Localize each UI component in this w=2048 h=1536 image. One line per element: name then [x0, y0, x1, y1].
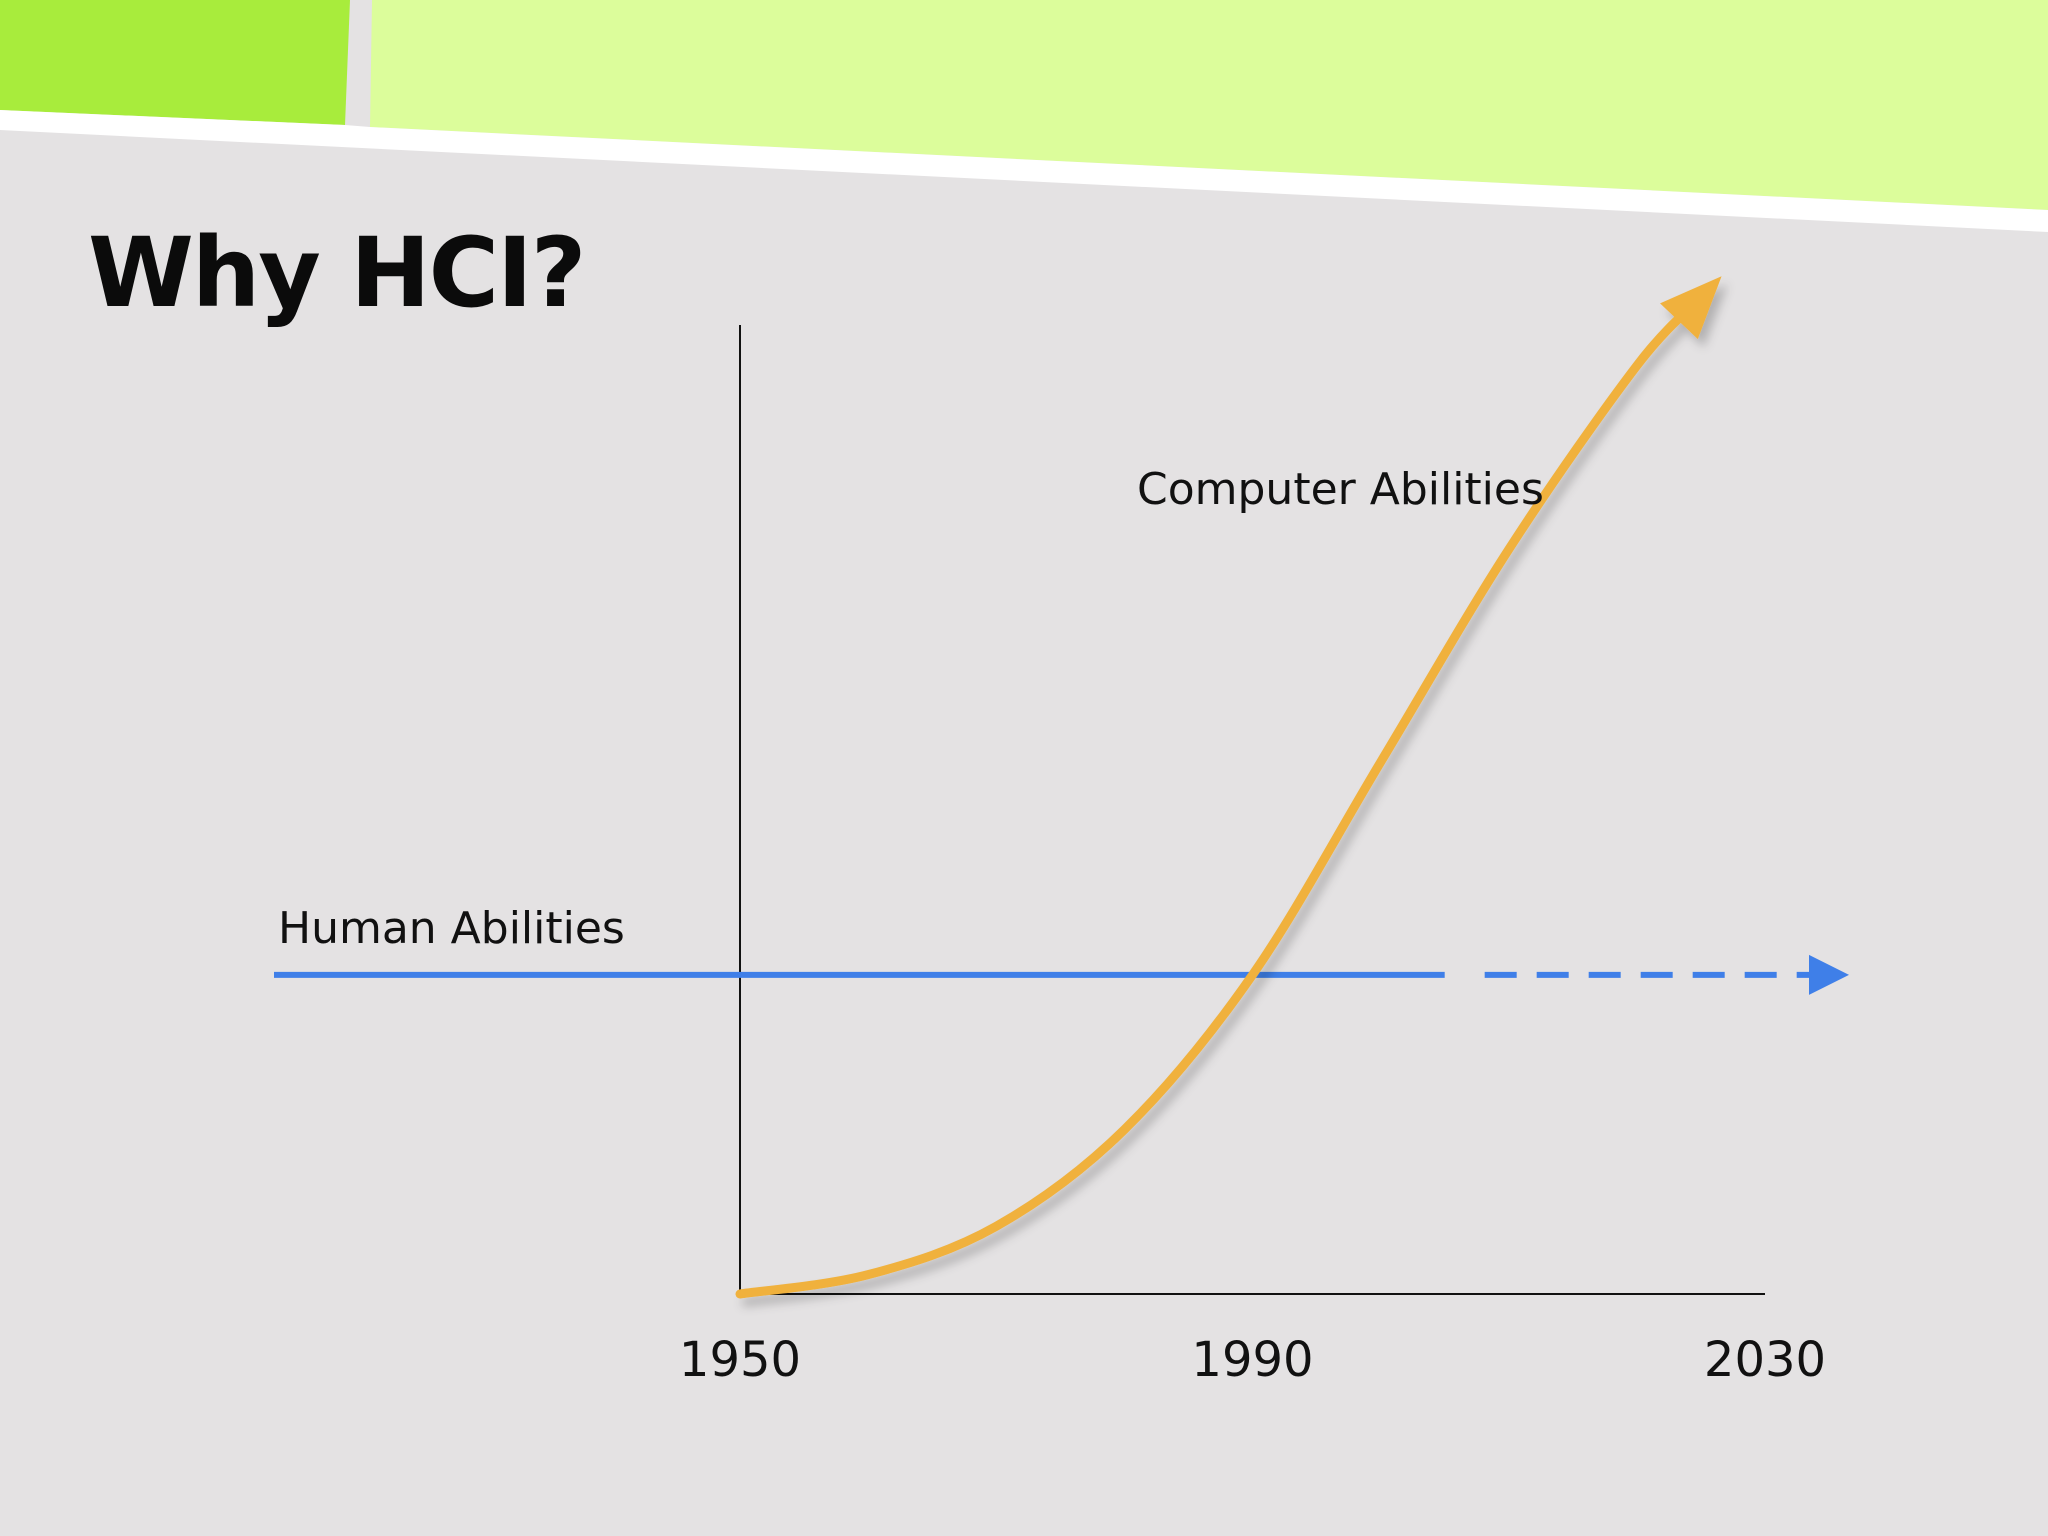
computer-abilities-curve [735, 293, 1706, 1299]
computer-abilities-label: Computer Abilities [1137, 464, 1544, 515]
human-abilities-label: Human Abilities [278, 902, 625, 954]
banner-dark-block [0, 0, 350, 125]
computer-abilities-series [735, 276, 1722, 1299]
slide-title: Why HCI? [88, 217, 586, 329]
banner-divider [0, 110, 2048, 232]
header-banner [0, 0, 2048, 232]
x-tick-label: 1990 [1191, 1332, 1314, 1388]
human-abilities-arrowhead [1809, 954, 1849, 995]
x-tick-label: 2030 [1703, 1332, 1827, 1388]
computer-abilities-arrowhead [1660, 276, 1722, 340]
x-tick-label: 1950 [678, 1332, 802, 1388]
banner-light-block [370, 0, 2048, 210]
